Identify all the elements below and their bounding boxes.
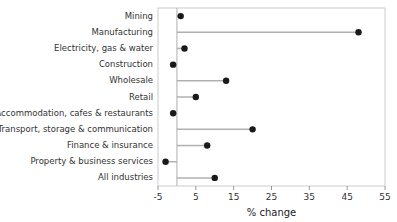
stem (177, 129, 253, 131)
y-tick-label: Finance & insurance (67, 140, 153, 150)
y-tick-label: Accommodation, cafes & restaurants (0, 108, 154, 118)
x-tick-label: 25 (266, 192, 277, 202)
x-tick-label: 15 (228, 192, 239, 202)
stem (177, 145, 207, 147)
dot (181, 45, 187, 51)
y-tick-label: Mining (125, 11, 153, 21)
dot (193, 94, 199, 100)
y-tick-label: Construction (99, 59, 153, 69)
chart: -5 5 15 25 35 45 55 % change All industries Prope… (0, 0, 397, 222)
stem (177, 32, 359, 34)
dot (204, 142, 210, 148)
x-tick (233, 186, 234, 190)
x-tick-label: 55 (379, 192, 390, 202)
x-tick (385, 186, 386, 190)
x-tick (158, 186, 159, 190)
y-axis: All industries Property & business servic… (0, 11, 154, 183)
stem (177, 80, 226, 82)
x-tick-label: 5 (193, 192, 199, 202)
x-tick-label: 45 (341, 192, 352, 202)
marks (162, 8, 361, 186)
dot (355, 29, 361, 35)
x-axis-label: % change (247, 207, 296, 218)
y-tick-label: Manufacturing (91, 27, 153, 37)
dot (223, 78, 229, 84)
y-tick-label: Retail (129, 92, 153, 102)
x-tick (271, 186, 272, 190)
y-tick-label: Wholesale (109, 75, 153, 85)
dot (212, 175, 218, 181)
x-tick-label: 35 (304, 192, 315, 202)
y-tick-label: All industries (98, 172, 154, 182)
x-axis: -5 5 15 25 35 45 55 (154, 186, 391, 202)
x-tick (195, 186, 196, 190)
dot (178, 13, 184, 19)
y-tick-label: Transport, storage & communication (0, 124, 153, 134)
dot (249, 126, 255, 132)
dot (170, 110, 176, 116)
stem (177, 177, 215, 179)
x-tick (347, 186, 348, 190)
x-tick (309, 186, 310, 190)
x-tick-label: -5 (154, 192, 163, 202)
y-tick-label: Electricity, gas & water (54, 43, 153, 53)
plot-frame (158, 8, 385, 186)
dot (162, 159, 168, 165)
y-tick-label: Property & business services (30, 156, 153, 166)
dot (170, 61, 176, 67)
